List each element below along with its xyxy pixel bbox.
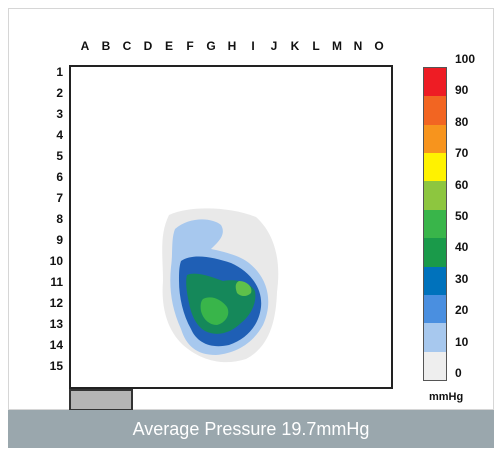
- column-label: E: [164, 39, 173, 53]
- pressure-map: [69, 65, 393, 389]
- row-label: 7: [56, 191, 63, 205]
- row-label: 4: [56, 128, 63, 142]
- row-label: 2: [56, 86, 63, 100]
- scale-swatch: [424, 351, 446, 380]
- scale-tick-label: 60: [455, 177, 469, 192]
- scale-swatch: [424, 96, 446, 125]
- scale-tick-label: 0: [455, 366, 462, 380]
- map-tab[interactable]: [69, 389, 133, 411]
- scale-swatch: [424, 181, 446, 210]
- row-labels: 1 2 3 4 5 6 7 8 9 10 11 12 13 14 15: [39, 64, 65, 399]
- scale-swatch: [424, 323, 446, 352]
- pressure-zone-50-60: [235, 281, 252, 296]
- column-label: H: [227, 39, 237, 53]
- column-label: B: [101, 39, 111, 53]
- row-label: 10: [49, 254, 63, 268]
- column-label: N: [353, 39, 363, 53]
- column-label: D: [143, 39, 153, 53]
- column-label: O: [374, 39, 384, 53]
- scale-swatch: [424, 294, 446, 324]
- scale-unit: mmHg: [429, 391, 464, 403]
- scale-tick-label: 50: [455, 209, 469, 223]
- row-label: 8: [56, 212, 63, 226]
- column-label: G: [206, 39, 216, 53]
- scale-tick-label: 40: [455, 240, 469, 255]
- column-label: K: [290, 39, 300, 53]
- scale-swatch: [424, 153, 446, 182]
- pressure-zone-40-50: [200, 297, 229, 325]
- row-label: 11: [50, 275, 63, 289]
- row-label: 9: [56, 233, 63, 247]
- scale-swatch: [424, 124, 446, 154]
- pressure-color-scale: [423, 67, 447, 381]
- scale-tick-label: 90: [455, 83, 469, 98]
- column-label: I: [251, 39, 255, 53]
- column-label: L: [312, 39, 320, 53]
- row-label: 6: [56, 170, 63, 184]
- average-pressure-caption: Average Pressure 19.7mmHg: [8, 410, 494, 448]
- row-label: 14: [49, 338, 63, 352]
- column-label: J: [270, 39, 278, 53]
- column-label: A: [80, 39, 90, 53]
- row-label: 5: [56, 149, 63, 163]
- scale-swatch: [424, 209, 446, 239]
- row-label: 13: [49, 317, 63, 331]
- row-label: 3: [56, 107, 63, 121]
- scale-tick-label: 80: [455, 114, 469, 129]
- row-label: 12: [49, 296, 63, 310]
- row-label: 1: [56, 65, 63, 79]
- pressure-heatmap: [162, 208, 279, 363]
- scale-tick-label: 100: [455, 52, 476, 66]
- scale-swatch: [424, 68, 446, 97]
- row-label: 15: [49, 359, 63, 373]
- scale-tick-label: 70: [455, 146, 469, 161]
- column-label: C: [122, 39, 132, 53]
- scale-swatch: [424, 238, 446, 267]
- column-label: F: [186, 39, 194, 53]
- scale-tick-label: 20: [455, 303, 469, 318]
- column-label: M: [332, 39, 342, 53]
- scale-tick-label: 30: [455, 271, 469, 286]
- scale-tick-label: 10: [455, 334, 469, 349]
- scale-swatch: [424, 266, 446, 295]
